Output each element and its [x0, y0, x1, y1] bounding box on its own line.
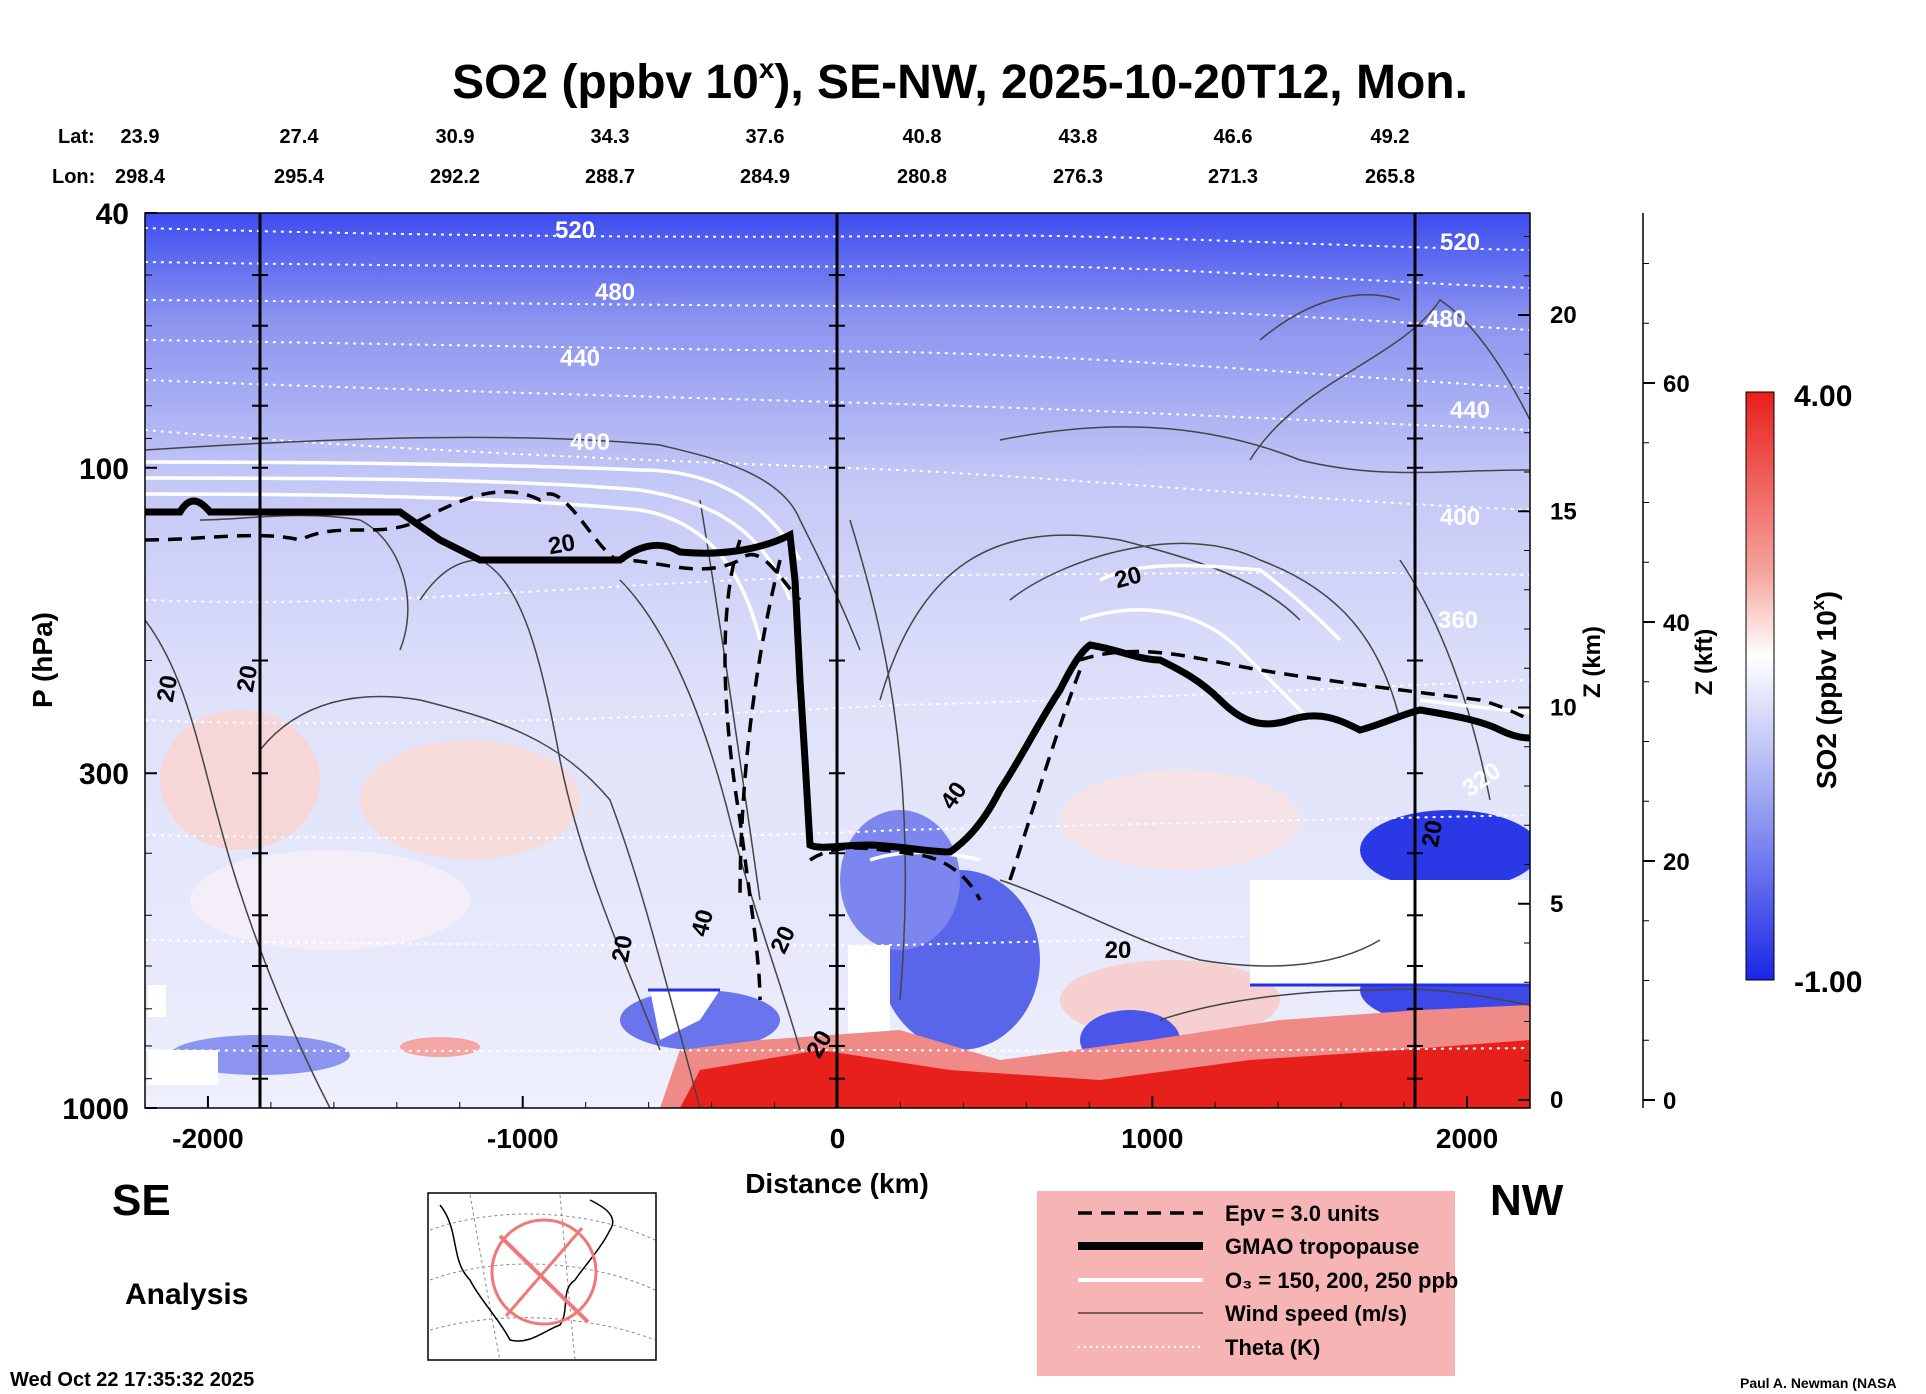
lon-value: 295.4 [274, 166, 325, 188]
theta-label: 480 [595, 279, 635, 306]
lat-value: 34.3 [591, 126, 630, 148]
z-km-tick-label: 10 [1550, 695, 1577, 722]
legend: Epv = 3.0 units GMAO tropopause O₃ = 150, … [1078, 1201, 1458, 1360]
theta-contours [145, 227, 1530, 1052]
lat-row-label: Lat: [58, 126, 95, 148]
reference-vertical-ticks [252, 274, 1423, 1080]
theta-label: 360 [1438, 607, 1478, 634]
x-axis-label: Distance (km) [745, 1168, 929, 1199]
lon-value: 292.2 [430, 166, 480, 188]
theta-label: 440 [560, 345, 600, 372]
y-axis-label: P (hPa) [27, 612, 58, 708]
x-axis: -2000 -1000 0 1000 2000 [172, 1096, 1498, 1154]
credit: Paul A. Newman (NASA [1740, 1375, 1897, 1391]
y-axis: 40 100 300 1000 [62, 198, 157, 1126]
z-km-tick-label: 20 [1550, 302, 1577, 329]
lat-value: 43.8 [1059, 126, 1098, 148]
legend-label: Wind speed (m/s) [1225, 1301, 1407, 1326]
colorbar-label: SO2 (ppbv 10x) [1808, 591, 1842, 789]
lat-value: 23.9 [121, 126, 160, 148]
lon-value: 284.9 [740, 166, 790, 188]
y-tick-label: 1000 [62, 1093, 129, 1126]
chart-title: SO2 (ppbv 10x), SE-NW, 2025-10-20T12, Mo… [452, 53, 1468, 109]
wind-label: 20 [607, 933, 638, 964]
domain-circle-icon [490, 1218, 598, 1326]
z-km-tick-label: 0 [1550, 1087, 1563, 1114]
wind-speed-contours [145, 294, 1530, 1108]
z-km-tick-label: 15 [1550, 498, 1577, 525]
lon-value: 265.8 [1365, 166, 1415, 188]
lat-lon-labels: 23.9 27.4 30.9 34.3 37.6 40.8 43.8 46.6 49.2 298.… [115, 126, 1415, 188]
colorbar-min-label: -1.00 [1794, 966, 1862, 999]
z-kft-tick-label: 20 [1663, 849, 1690, 876]
theta-label: 400 [570, 429, 610, 456]
wind-label: 20 [1417, 818, 1448, 849]
lat-value: 49.2 [1371, 126, 1410, 148]
se-label: SE [112, 1176, 171, 1225]
x-tick-label: 1000 [1121, 1123, 1183, 1154]
timestamp: Wed Oct 22 17:35:32 2025 [10, 1369, 254, 1391]
lat-value: 40.8 [903, 126, 942, 148]
section-line-icon [498, 1234, 590, 1324]
lat-value: 46.6 [1214, 126, 1253, 148]
y-tick-label: 100 [79, 453, 129, 486]
lon-value: 288.7 [585, 166, 635, 188]
x-tick-label: -1000 [487, 1123, 559, 1154]
wind-label: 20 [546, 529, 577, 560]
theta-label: 520 [555, 217, 595, 244]
y-tick-label: 40 [96, 198, 129, 231]
z-kft-tick-label: 60 [1663, 371, 1690, 398]
wind-label: 20 [232, 663, 263, 694]
epv-contours [145, 490, 1530, 1001]
inset-map [427, 1192, 657, 1361]
z-km-label: Z (km) [1579, 626, 1606, 698]
lat-value: 37.6 [746, 126, 785, 148]
nw-label: NW [1490, 1176, 1564, 1225]
z-kft-label: Z (kft) [1691, 629, 1718, 696]
legend-label: O₃ = 150, 200, 250 ppb [1225, 1268, 1458, 1293]
z-km-tick-label: 5 [1550, 891, 1563, 918]
lat-value: 30.9 [436, 126, 475, 148]
lon-row-label: Lon: [52, 166, 95, 188]
x-tick-label: -2000 [172, 1123, 244, 1154]
wind-label: 20 [1105, 937, 1132, 964]
legend-label: Epv = 3.0 units [1225, 1201, 1380, 1226]
lon-value: 280.8 [897, 166, 947, 188]
colorbar [1745, 391, 1775, 981]
theta-label: 400 [1440, 504, 1480, 531]
coastline-icon [439, 1199, 614, 1342]
colorbar-max-label: 4.00 [1794, 380, 1852, 413]
lon-value: 276.3 [1053, 166, 1103, 188]
analysis-label: Analysis [125, 1278, 248, 1311]
legend-label: GMAO tropopause [1225, 1234, 1419, 1259]
y-tick-label: 300 [79, 758, 129, 791]
z-kft-tick-label: 0 [1663, 1088, 1676, 1115]
lon-value: 298.4 [115, 166, 166, 188]
lon-value: 271.3 [1208, 166, 1258, 188]
z-km-axis: 0 5 10 15 20 [1518, 236, 1577, 1114]
theta-label: 480 [1426, 306, 1466, 333]
legend-box [1037, 1191, 1455, 1376]
z-kft-tick-label: 40 [1663, 610, 1690, 637]
legend-label: Theta (K) [1225, 1335, 1320, 1360]
gmao-tropopause-line [145, 497, 1530, 856]
x-tick-label: 0 [830, 1123, 846, 1154]
x-tick-label: 2000 [1436, 1123, 1498, 1154]
theta-label: 440 [1450, 397, 1490, 424]
theta-label: 520 [1440, 229, 1480, 256]
wind-label: 20 [152, 673, 183, 704]
ozone-contours [145, 460, 1530, 862]
lat-value: 27.4 [280, 126, 320, 148]
z-kft-axis: 0 20 40 60 [1642, 213, 1690, 1115]
